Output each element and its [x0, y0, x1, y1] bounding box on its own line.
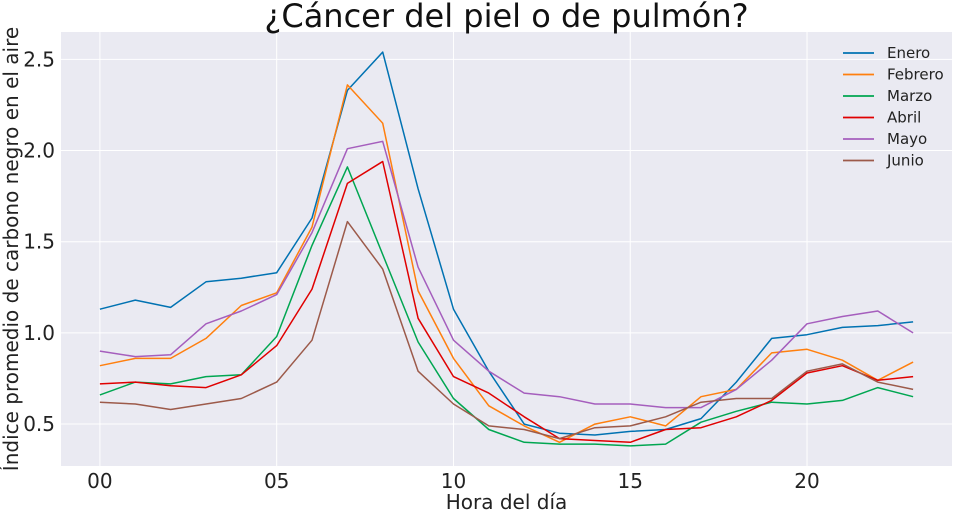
legend-label: Enero: [887, 44, 930, 62]
x-axis-ticks: 00 05 10 15 20: [87, 469, 820, 493]
y-tick-label: 2.5: [23, 47, 55, 71]
y-axis-ticks: 0.5 1.0 1.5 2.0 2.5: [23, 47, 55, 436]
series-line-febrero: [99, 84, 914, 444]
legend-label: Febrero: [887, 66, 944, 84]
legend-item: Mayo: [843, 130, 927, 148]
series-line-enero: [99, 51, 914, 436]
legend-item: Enero: [843, 44, 930, 62]
series-line-abril: [99, 160, 914, 444]
y-tick-label: 0.5: [23, 412, 55, 436]
chart-title: ¿Cáncer del piel o de pulmón?: [264, 0, 748, 35]
plot-area: [61, 32, 952, 466]
x-tick-label: 20: [794, 469, 819, 493]
x-tick-label: 00: [87, 469, 112, 493]
x-tick-label: 15: [618, 469, 643, 493]
legend-label: Junio: [886, 152, 924, 170]
legend-label: Marzo: [887, 87, 932, 105]
legend-label: Mayo: [887, 130, 927, 148]
x-tick-label: 10: [441, 469, 466, 493]
y-tick-label: 1.5: [23, 230, 55, 254]
series-line-marzo: [99, 166, 914, 447]
y-tick-label: 2.0: [23, 139, 55, 163]
x-tick-label: 05: [264, 469, 289, 493]
legend-item: Junio: [843, 152, 924, 170]
grid: [61, 32, 952, 466]
y-axis-label: Índice promedio de carbono negro en el a…: [0, 27, 23, 471]
legend-item: Febrero: [843, 66, 944, 84]
legend: Enero Febrero Marzo Abril Mayo Junio: [843, 44, 944, 170]
legend-item: Abril: [843, 109, 921, 127]
series-line-junio: [99, 220, 914, 440]
series-line-mayo: [99, 140, 914, 409]
y-tick-label: 1.0: [23, 321, 55, 345]
series-lines: [99, 51, 914, 447]
legend-item: Marzo: [843, 87, 932, 105]
legend-label: Abril: [887, 109, 921, 127]
x-axis-label: Hora del día: [446, 490, 568, 514]
